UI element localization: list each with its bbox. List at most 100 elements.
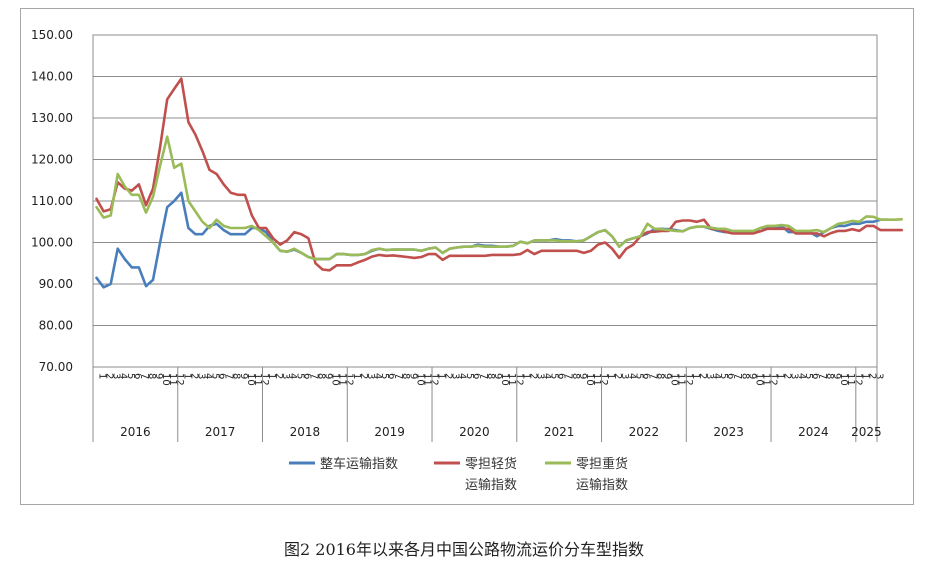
x-month-label: 3 [619,373,630,379]
x-month-label: 7 [308,373,319,379]
x-year-label: 2016 [120,425,151,439]
y-tick-label: 140.00 [31,70,73,84]
chart-frame: 70.00 80.00 90.00 100.00 110.00 120.00 130.00 1… [20,8,914,505]
x-month-label: 5 [633,373,644,379]
x-month-label: 4 [118,373,129,379]
x-month-label: 1 [436,373,447,379]
x-month-label: 9 [238,373,249,379]
x-month-label: 12 [598,373,609,386]
x-month-label: 1 [605,373,616,379]
x-month-label: 4 [287,373,298,379]
x-month-label: 12 [852,373,863,386]
x-month-label: 6 [556,373,567,379]
x-month-label: 6 [471,373,482,379]
x-month-label: 8 [739,373,750,379]
x-month-label: 6 [386,373,397,379]
x-year-label: 2017 [205,425,236,439]
x-month-label: 12 [174,373,185,386]
x-month-label: 10 [499,373,510,386]
x-month-label: 2 [527,373,538,379]
x-month-label: 3 [365,373,376,379]
x-month-label: 1 [97,373,108,379]
x-month-label: 3 [789,373,800,379]
x-month-label: 10 [669,373,680,386]
x-month-label: 11 [506,373,517,386]
x-month-label: 1 [181,373,192,379]
x-month-label: 7 [139,373,150,379]
x-month-label: 1 [859,373,870,379]
x-month-label: 2 [782,373,793,379]
x-month-label: 1 [351,373,362,379]
x-month-label: 11 [252,373,263,386]
series-line-1 [95,191,889,289]
x-month-label: 5 [125,373,136,379]
legend-label: 运输指数 [576,477,628,493]
legend-label: 整车运输指数 [320,456,398,472]
x-month-label: 6 [725,373,736,379]
legend-label: 零担重货 [576,456,628,472]
y-tick-label: 90.00 [39,277,73,291]
x-month-label: 9 [746,373,757,379]
line-chart: 70.00 80.00 90.00 100.00 110.00 120.00 130.00 1… [31,28,904,493]
x-month-label: 5 [464,373,475,379]
x-month-label: 2 [443,373,454,379]
x-year-label: 2021 [544,425,575,439]
x-year-label: 2020 [459,425,490,439]
x-month-label: 8 [400,373,411,379]
series-line-3 [95,135,904,261]
x-month-label: 8 [231,373,242,379]
x-month-label: 8 [485,373,496,379]
x-month-label: 11 [676,373,687,386]
x-year-label: 2018 [290,425,321,439]
figure-caption: 图2 2016年以来各月中国公路物流运价分车型指数 [284,540,644,559]
x-month-label: 12 [344,373,355,386]
x-year-label: 2025 [851,425,882,439]
x-month-label: 3 [280,373,291,379]
x-year-label: 2023 [713,425,744,439]
x-month-label: 4 [711,373,722,379]
x-month-label: 10 [245,373,256,386]
x-month-label: 4 [457,373,468,379]
x-month-label: 12 [768,373,779,386]
x-month-label: 12 [428,373,439,386]
x-month-label: 1 [690,373,701,379]
x-month-label: 5 [294,373,305,379]
x-year-label: 2019 [374,425,405,439]
x-month-label: 9 [577,373,588,379]
x-month-label: 10 [160,373,171,386]
series-lines [95,77,904,289]
x-month-label: 10 [330,373,341,386]
gridlines [92,34,878,368]
x-month-label: 2 [866,373,877,379]
x-month-label: 8 [315,373,326,379]
x-month-label: 6 [810,373,821,379]
x-year-label: 2024 [798,425,829,439]
x-month-label: 7 [647,373,658,379]
x-month-label: 3 [195,373,206,379]
x-month-label: 11 [760,373,771,386]
x-month-label: 8 [570,373,581,379]
x-month-label: 5 [549,373,560,379]
x-month-label: 2 [273,373,284,379]
y-axis-tick-labels: 70.00 80.00 90.00 100.00 110.00 120.00 130.00 1… [31,28,73,374]
x-month-label: 11 [421,373,432,386]
x-month-label: 7 [732,373,743,379]
x-month-label: 5 [379,373,390,379]
x-month-label: 9 [407,373,418,379]
x-month-label: 6 [640,373,651,379]
x-month-label: 12 [513,373,524,386]
x-month-label: 7 [817,373,828,379]
x-month-label: 9 [153,373,164,379]
x-month-label: 4 [372,373,383,379]
x-month-label: 8 [146,373,157,379]
x-month-label: 3 [111,373,122,379]
x-month-label: 8 [655,373,666,379]
x-month-label: 7 [478,373,489,379]
x-month-label: 7 [563,373,574,379]
x-month-label: 10 [584,373,595,386]
x-month-label: 1 [775,373,786,379]
y-tick-label: 150.00 [31,28,73,42]
x-month-label: 11 [167,373,178,386]
x-month-label: 7 [224,373,235,379]
